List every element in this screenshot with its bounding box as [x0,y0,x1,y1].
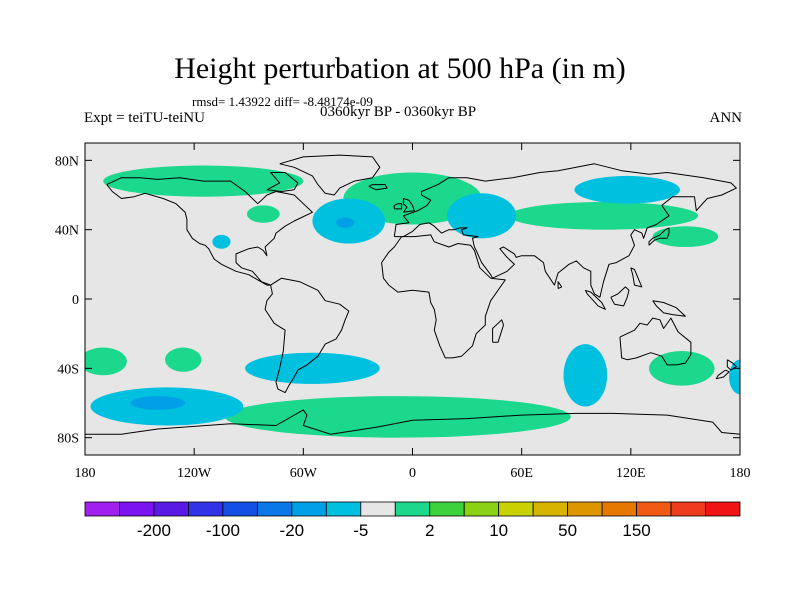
lon-tick-label: 180 [730,466,751,481]
coastline-europe-asia [393,163,737,298]
anomaly-region-positive [652,226,719,248]
anomaly-core-negative [130,396,186,410]
coastline-baffin [266,172,299,192]
anomaly-region-positive [649,351,715,386]
lat-tick-label: 40N [55,224,79,239]
anomaly-region-negative [245,352,380,384]
anomaly-core-negative [336,217,355,228]
experiment-label: Expt = teiTU-teiNU [84,110,205,126]
colorbar-swatch [153,501,189,517]
anomaly-region-negative [447,193,517,239]
coastline-africa [381,234,506,359]
lat-tick-label: 0 [72,293,79,308]
lat-tick-label: 40S [57,362,79,377]
coastline-philippines [630,267,643,288]
coastline-iceland [368,184,388,191]
coastline-japan [648,227,670,246]
anomaly-region-negative [212,234,231,249]
colorbar-swatch [567,501,603,517]
colorbar-swatch [188,501,224,517]
anomaly-region-positive [508,201,699,230]
anomaly-region-negative [563,344,608,407]
coastline-madagascar [492,319,504,343]
colorbar-swatch [498,501,534,517]
colorbar-label: 150 [622,521,650,540]
lon-tick-label: 0 [409,466,416,481]
colorbar-swatch [119,501,155,517]
map-axes: 80N 40N 0 40S 80S 180 120W 60W 0 60E 120E 180 [55,143,751,481]
lat-tick-label: 80N [55,154,79,169]
anomaly-region-positive [165,347,202,372]
colorbar-swatch [429,501,465,517]
colorbar-swatch [325,501,362,517]
coastline-new-zealand-south [715,369,730,380]
colorbar-label: -5 [353,521,368,540]
colorbar-swatch [84,501,120,517]
colorbar-swatch [222,501,258,517]
plot-title: Height perturbation at 500 hPa (in m) [174,52,626,85]
lon-tick-label: 180 [75,466,96,481]
rmsd-diff-subtitle: rmsd= 1.43922 diff= -8.48174e-09 [192,94,373,109]
colorbar-label: 50 [558,521,577,540]
coastline-australia [619,317,692,366]
colorbar-swatch [670,501,706,517]
coastline-ireland [393,203,403,210]
coastline-britain [402,198,415,213]
coastline-borneo [610,286,630,307]
colorbar-label: 2 [425,521,434,540]
anomaly-region-positive [246,205,280,223]
coastline-sumatra [584,289,606,310]
colorbar-label: 10 [489,521,508,540]
coastline-south-america [264,277,350,394]
coastline-new-guinea [652,300,686,317]
coastline-antarctica [85,409,740,435]
lon-tick-label: 120W [177,466,212,481]
colorbar-swatch [256,501,293,517]
coastline-north-america [106,177,313,286]
coastline-sri-lanka [557,281,563,290]
colorbar-swatch [291,501,327,517]
colorbar-swatch [532,501,569,517]
colorbar-swatch [636,501,672,517]
coastline-greenland [279,154,381,196]
anomaly-region-negative [574,175,680,204]
colorbar: -200 -100 -20 -5 2 10 50 150 [84,501,741,540]
colorbar-swatch [463,501,500,517]
colorbar-swatch [360,501,396,517]
colorbar-label: -200 [137,521,171,540]
period-label: 0360kyr BP - 0360kyr BP [320,104,477,120]
coastline-layer [85,154,740,435]
anomaly-region-positive [85,347,127,376]
colorbar-swatch [705,501,741,517]
colorbar-swatch [394,501,431,517]
season-label: ANN [709,110,743,126]
colorbar-label: -20 [280,521,305,540]
colorbar-label: -100 [206,521,240,540]
colorbar-swatch [601,501,637,517]
lon-tick-label: 60W [290,466,318,481]
lon-tick-label: 120E [616,466,646,481]
lon-tick-label: 60E [510,466,533,481]
anomaly-region-positive [225,396,571,438]
lat-tick-label: 80S [57,432,79,447]
